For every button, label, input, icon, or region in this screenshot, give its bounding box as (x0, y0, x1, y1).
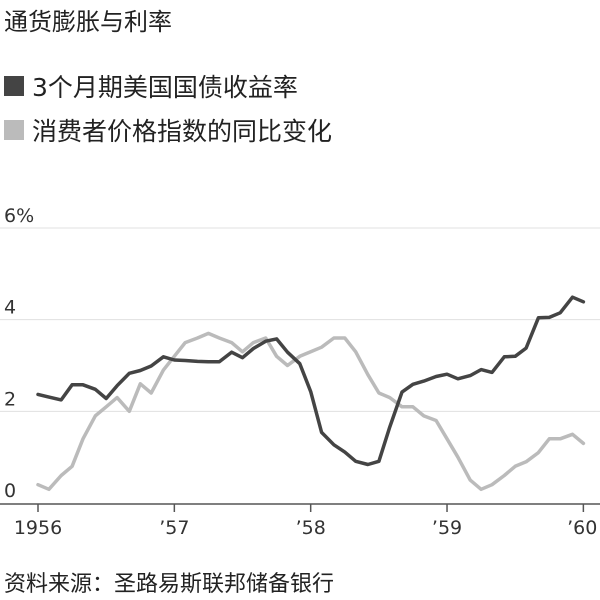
series-line-treasury (36, 295, 586, 467)
x-tick-label-2: ’58 (296, 517, 326, 539)
series-lines (36, 295, 586, 492)
x-tick-label-4: ’60 (567, 517, 597, 539)
x-tick-label-3: ’59 (432, 517, 462, 539)
legend-item-cpi: 消费者价格指数的同比变化 (4, 112, 332, 148)
y-axis-tick-labels: 0 2 4 6% (4, 205, 34, 502)
legend-label-treasury: 3个月期美国国债收益率 (32, 73, 298, 102)
legend-swatch-cpi (4, 120, 24, 140)
x-tick-label-1: ’57 (159, 517, 189, 539)
y-tick-label-0: 0 (4, 480, 16, 502)
source-note: 资料来源：圣路易斯联邦储备银行 (4, 572, 335, 597)
grid-lines (0, 227, 600, 412)
series-line-cpi (36, 331, 586, 492)
x-tick-label-0: 1956 (14, 517, 62, 539)
y-tick-label-2: 4 (4, 297, 16, 319)
x-axis: 1956 ’57 ’58 ’59 ’60 (0, 503, 600, 539)
y-tick-label-3: 6% (4, 205, 34, 227)
chart-title: 通货膨胀与利率 (4, 8, 172, 36)
legend-label-cpi: 消费者价格指数的同比变化 (32, 117, 333, 146)
y-tick-label-1: 2 (4, 388, 16, 410)
legend-swatch-treasury (4, 76, 24, 96)
legend-item-treasury: 3个月期美国国债收益率 (4, 68, 298, 104)
